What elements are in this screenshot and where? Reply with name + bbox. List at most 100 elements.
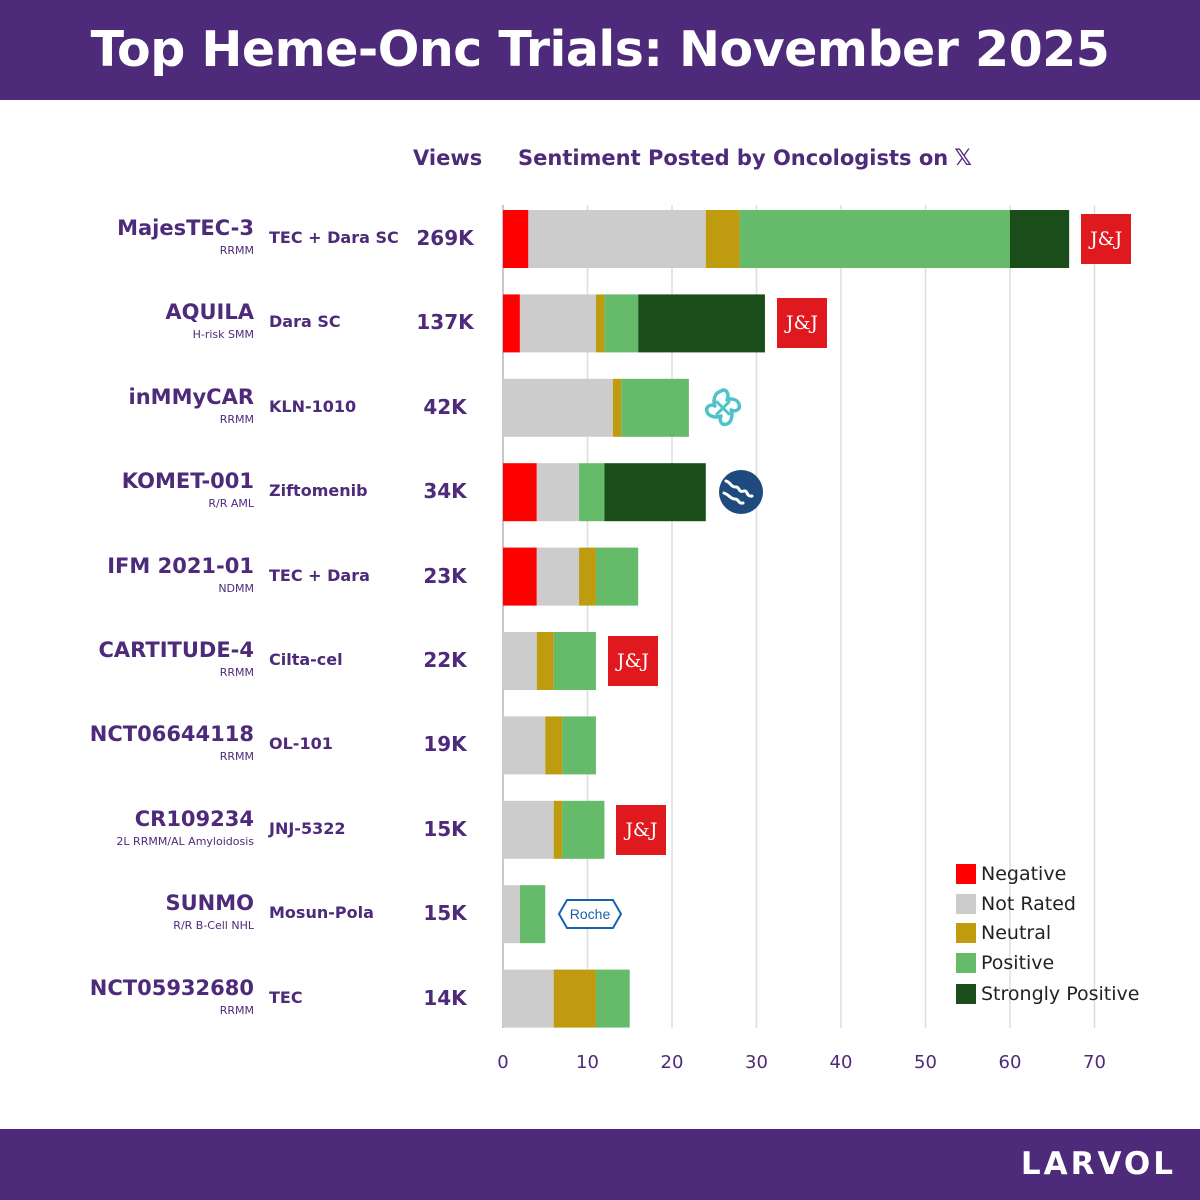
bar-segment bbox=[503, 716, 546, 775]
bar-segment bbox=[621, 378, 689, 437]
roche-logo-text: Roche bbox=[570, 906, 611, 922]
trial-indication: RRMM bbox=[219, 244, 254, 257]
x-tick-label: 40 bbox=[830, 1052, 853, 1073]
footer-banner: LARVOL bbox=[0, 1129, 1200, 1200]
kura-logo-icon bbox=[718, 470, 763, 515]
trial-indication: RRMM bbox=[219, 412, 254, 426]
views-count: 23K bbox=[423, 563, 467, 588]
trial-indication: R/R AML bbox=[208, 497, 254, 511]
bar-segment bbox=[579, 547, 596, 606]
trial-indication: NDMM bbox=[218, 581, 254, 595]
bar-segment bbox=[503, 547, 537, 606]
legend-label: Strongly Positive bbox=[981, 983, 1140, 1005]
drug-name: Ziftomenib bbox=[269, 481, 368, 501]
views-count: 269K bbox=[416, 226, 474, 250]
page-title: Top Heme-Onc Trials: November 2025 bbox=[90, 21, 1110, 78]
x-logo-icon: 𝕏 bbox=[954, 146, 972, 171]
bar-segment bbox=[503, 632, 537, 690]
drug-name: JNJ-5322 bbox=[269, 818, 346, 838]
legend-swatch bbox=[956, 984, 976, 1004]
bar-segment bbox=[638, 294, 765, 353]
bar-segment bbox=[604, 463, 706, 522]
drug-name: OL-101 bbox=[269, 734, 333, 754]
bar-segment bbox=[503, 463, 537, 522]
bar-segment bbox=[562, 716, 596, 775]
bar-segment bbox=[1010, 210, 1070, 268]
trial-indication: R/R B-Cell NHL bbox=[173, 919, 254, 933]
drug-name: Dara SC bbox=[269, 312, 341, 332]
trial-name: SUNMO bbox=[165, 891, 254, 916]
views-count: 19K bbox=[423, 732, 467, 757]
bar-segment bbox=[503, 885, 520, 944]
views-count: 42K bbox=[423, 394, 467, 419]
header-banner: Top Heme-Onc Trials: November 2025 bbox=[0, 0, 1200, 100]
drug-name: Cilta-cel bbox=[269, 650, 343, 669]
bar-segment bbox=[503, 800, 554, 859]
views-column-header: Views bbox=[413, 146, 483, 170]
legend-swatch bbox=[956, 953, 976, 973]
jj-logo-icon: J&J bbox=[607, 636, 658, 686]
bar-segment bbox=[519, 294, 596, 353]
trial-name: IFM 2021-01 bbox=[107, 553, 254, 578]
x-tick-label: 0 bbox=[497, 1052, 508, 1073]
trial-indication: RRMM bbox=[219, 750, 254, 764]
views-count: 22K bbox=[423, 648, 467, 672]
trial-name: inMMyCAR bbox=[128, 384, 254, 409]
bar-segment bbox=[553, 800, 563, 859]
jj-logo-icon: J&J bbox=[616, 804, 667, 855]
drug-name: TEC + Dara bbox=[269, 565, 370, 585]
views-count: 137K bbox=[416, 310, 474, 335]
bar-segment bbox=[503, 378, 613, 437]
views-count: 14K bbox=[423, 985, 467, 1010]
trial-name: CARTITUDE-4 bbox=[98, 638, 254, 662]
trial-name: KOMET-001 bbox=[121, 469, 254, 494]
bar-segment bbox=[536, 547, 580, 606]
x-tick-label: 70 bbox=[1083, 1052, 1106, 1073]
bar-segment bbox=[612, 378, 622, 437]
kln-logo-icon bbox=[704, 388, 742, 426]
legend-swatch bbox=[956, 864, 976, 884]
x-tick-label: 10 bbox=[576, 1052, 599, 1073]
drug-name: Mosun-Pola bbox=[269, 903, 374, 923]
roche-logo-icon: Roche bbox=[558, 899, 623, 930]
legend-swatch bbox=[956, 923, 976, 943]
bar-segment bbox=[503, 969, 554, 1028]
legend-swatch bbox=[956, 894, 976, 914]
bar-segment bbox=[536, 632, 554, 690]
larvol-logo: LARVOL bbox=[1020, 1146, 1176, 1182]
x-tick-label: 30 bbox=[745, 1052, 768, 1073]
legend-label: Neutral bbox=[981, 922, 1052, 944]
trial-indication: 2L RRMM/AL Amyloidosis bbox=[116, 834, 254, 848]
bar-segment bbox=[536, 463, 580, 522]
bar-segment bbox=[604, 294, 639, 353]
legend-label: Not Rated bbox=[981, 893, 1076, 915]
bar-segment bbox=[519, 885, 546, 944]
bar-segment bbox=[595, 547, 639, 606]
bar-segment bbox=[579, 463, 605, 522]
bar-segment bbox=[595, 294, 605, 353]
trial-name: NCT05932680 bbox=[89, 975, 254, 1000]
bar-segment bbox=[553, 969, 596, 1028]
trial-name: AQUILA bbox=[165, 300, 254, 325]
views-count: 15K bbox=[423, 816, 467, 841]
views-count: 15K bbox=[423, 901, 467, 926]
bar-segment bbox=[503, 294, 520, 353]
drug-name: TEC bbox=[269, 987, 303, 1007]
sentiment-column-header: Sentiment Posted by Oncologists on 𝕏 bbox=[518, 146, 972, 171]
bar-segment bbox=[528, 210, 706, 268]
trial-name: NCT06644118 bbox=[89, 722, 254, 747]
bar-segment bbox=[595, 969, 630, 1028]
jj-logo-icon: J&J bbox=[776, 298, 827, 349]
x-tick-label: 60 bbox=[999, 1052, 1022, 1073]
x-tick-label: 50 bbox=[914, 1052, 937, 1073]
bar-segment bbox=[545, 716, 563, 775]
drug-name: KLN-1010 bbox=[269, 396, 357, 416]
trial-indication: RRMM bbox=[219, 666, 254, 679]
sentiment-header-text: Sentiment Posted by Oncologists on bbox=[518, 146, 949, 170]
legend-label: Negative bbox=[981, 863, 1067, 885]
bar-segment bbox=[553, 632, 596, 690]
trial-name: MajesTEC-3 bbox=[117, 216, 254, 240]
x-tick-label: 20 bbox=[661, 1052, 684, 1073]
bar-segment bbox=[503, 210, 529, 268]
jj-logo-icon: J&J bbox=[1081, 214, 1132, 264]
